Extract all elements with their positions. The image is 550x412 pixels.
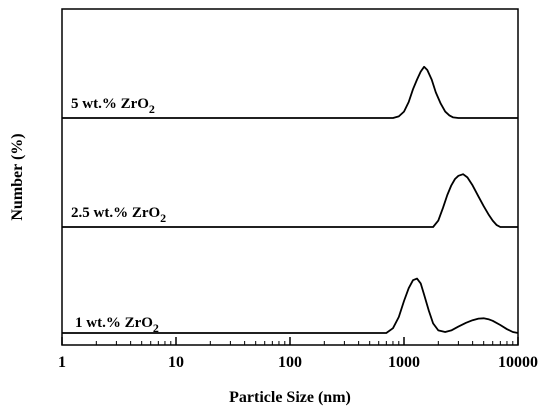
x-tick-label: 10: [168, 354, 184, 371]
series-label-subscript: 2: [149, 102, 155, 116]
x-tick-label: 10000: [498, 354, 538, 371]
series-label-text: 2.5 wt.% ZrO: [71, 205, 160, 221]
series-3-label: 1 wt.% ZrO2: [75, 315, 159, 335]
series-1-line: [62, 65, 518, 119]
x-axis-ticks: 1 10 100 1000 10000: [58, 337, 538, 371]
series-label-subscript: 2: [160, 211, 166, 225]
plot-frame: [61, 8, 519, 346]
x-tick-label: 100: [278, 354, 302, 371]
x-axis-title: Particle Size (nm): [229, 389, 351, 406]
x-tick-label: 1000: [388, 354, 420, 371]
y-axis-title: Number (%): [9, 133, 26, 220]
series-2-line: [62, 173, 518, 228]
series-2: 2.5 wt.% ZrO2: [62, 173, 518, 228]
series-1: 5 wt.% ZrO2: [62, 65, 518, 119]
x-tick-label: 1: [58, 354, 66, 371]
series-2-label: 2.5 wt.% ZrO2: [71, 205, 166, 225]
series-label-text: 5 wt.% ZrO: [71, 96, 149, 112]
series-label-text: 1 wt.% ZrO: [75, 315, 153, 331]
series-label-subscript: 2: [153, 321, 159, 335]
series-3-line: [62, 277, 519, 334]
series-1-label: 5 wt.% ZrO2: [71, 96, 155, 116]
series-3: 1 wt.% ZrO2: [62, 277, 519, 335]
